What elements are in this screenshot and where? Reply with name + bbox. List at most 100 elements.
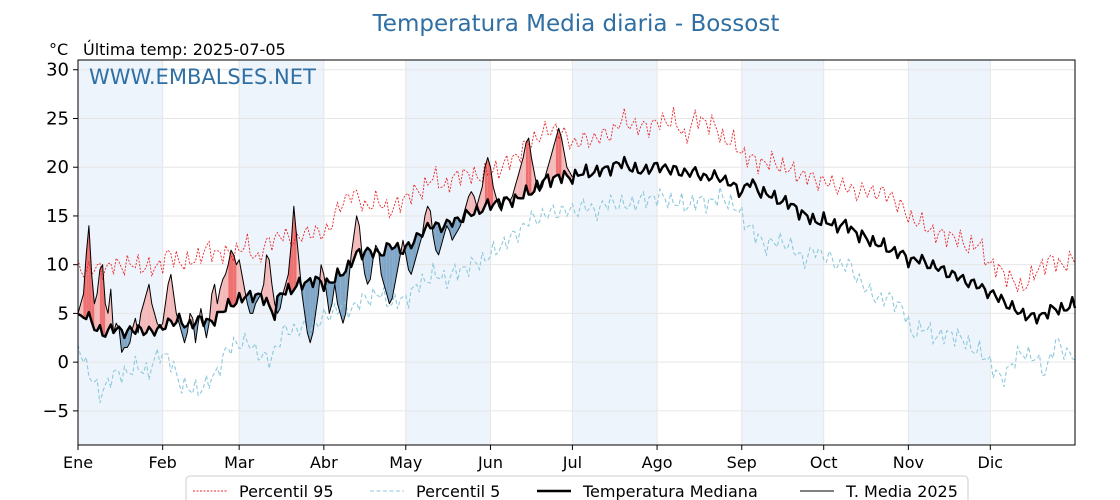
month-band <box>239 60 324 445</box>
y-tick-label: 20 <box>46 157 69 178</box>
anomaly-fill-below <box>433 222 436 251</box>
x-tick-label: Dic <box>978 453 1004 472</box>
anomaly-fill-above <box>523 142 526 199</box>
y-tick-label: 10 <box>46 255 69 276</box>
y-tick-label: 25 <box>46 108 69 129</box>
anomaly-fill-above <box>531 157 535 195</box>
anomaly-fill-above <box>553 137 557 178</box>
anomaly-fill-below <box>255 293 259 304</box>
anomaly-fill-above <box>471 191 475 216</box>
anomaly-fill-above <box>484 157 488 206</box>
anomaly-fill-above <box>479 186 483 214</box>
x-tick-label: Jun <box>477 453 503 472</box>
anomaly-fill-above <box>528 137 532 195</box>
plot-area: WWW.EMBALSES.NET <box>77 59 1077 446</box>
month-band <box>78 60 163 445</box>
month-bands <box>78 60 991 445</box>
anomaly-fill-above <box>233 254 237 307</box>
series-line-mediana <box>77 155 1077 340</box>
anomaly-fill-below <box>184 325 188 343</box>
y-axis: −5 0 5 10 15 20 25 30 <box>42 60 78 422</box>
month-band <box>908 60 991 445</box>
y-tick-label: −5 <box>42 401 69 422</box>
plot-frame <box>77 59 1076 446</box>
series-lines <box>77 107 1077 404</box>
legend-label-current: T. Media 2025 <box>845 482 958 500</box>
anomaly-fill-below <box>247 291 251 314</box>
anomaly-fill-above <box>230 250 234 307</box>
series-line-percentil-95 <box>77 107 1076 293</box>
anomaly-fill-below <box>304 280 308 333</box>
anomaly-fill-above <box>493 186 496 205</box>
y-tick-label: 15 <box>46 206 69 227</box>
x-tick-label: Abr <box>310 453 338 472</box>
series-line-percentil-5 <box>77 187 1076 404</box>
anomaly-fill-above <box>353 215 357 260</box>
anomaly-fill-above <box>165 284 169 329</box>
anomaly-fill-below <box>389 244 393 304</box>
anomaly-fill-below <box>416 233 420 255</box>
anomaly-fill-below <box>386 243 390 304</box>
legend: Percentil 95 Percentil 5 Temperatura Media… <box>185 475 969 500</box>
anomaly-fill-below <box>312 276 316 333</box>
anomaly-fill-above <box>482 167 485 212</box>
x-tick-label: Oct <box>810 453 838 472</box>
anomaly-fill-above <box>168 274 171 321</box>
anomaly-fill-above <box>490 167 494 210</box>
anomaly-fill-above <box>293 206 297 291</box>
legend-label-p5: Percentil 5 <box>416 482 500 500</box>
anomaly-fill-above <box>146 284 150 333</box>
anomaly-fill-above <box>515 176 518 199</box>
anomaly-fill-above <box>80 293 84 318</box>
y-tick-label: 0 <box>58 352 69 373</box>
anomaly-fill-above <box>291 206 294 295</box>
anomaly-fill-below <box>367 247 371 285</box>
anomaly-fill-above <box>296 235 300 286</box>
anomaly-fill-above <box>94 293 98 331</box>
anomaly-fill-above <box>556 128 559 176</box>
anomaly-fill-above <box>239 259 242 303</box>
anomaly-fill-above <box>468 191 472 216</box>
anomaly-fill-above <box>222 274 226 312</box>
anomaly-fill-above <box>241 274 245 303</box>
anomaly-fill-above <box>88 225 92 322</box>
anomaly-fill-above <box>558 128 562 184</box>
chart-title: Temperatura Media diaria - Bossost <box>372 11 780 37</box>
anomaly-fill-below <box>310 278 313 343</box>
anomaly-fill-below <box>326 278 330 314</box>
legend-label-p95: Percentil 95 <box>239 482 334 500</box>
anomaly-fill-above <box>211 284 215 326</box>
anomaly-fill-below <box>307 278 311 343</box>
anomaly-fill-below <box>340 275 343 324</box>
unit-label: °C <box>49 40 68 59</box>
anomaly-fill-above <box>97 269 100 331</box>
month-band <box>741 60 824 445</box>
last-temp-label: Última temp: 2025-07-05 <box>83 40 286 59</box>
x-axis: Ene Feb Mar Abr May Jun Jul Ago Sep Oct Nov Dic <box>63 445 1003 472</box>
anomaly-fill-above <box>149 284 152 331</box>
anomaly-fill-above <box>91 274 95 330</box>
anomaly-fill-above <box>102 264 106 337</box>
anomaly-fill-below <box>408 242 412 275</box>
x-tick-label: Mar <box>224 453 255 472</box>
anomaly-fill-below <box>342 271 346 324</box>
legend-box <box>185 475 969 500</box>
watermark: WWW.EMBALSES.NET <box>89 65 316 89</box>
x-tick-label: Nov <box>893 453 924 472</box>
x-tick-label: Sep <box>727 453 757 472</box>
month-band <box>572 60 658 445</box>
anomaly-fill-below <box>381 255 384 285</box>
anomaly-fill-above <box>99 264 103 336</box>
y-tick-label: 5 <box>58 303 69 324</box>
y-tick-label: 30 <box>46 60 69 81</box>
anomaly-fill-above <box>266 254 270 306</box>
anomaly-fill-below <box>435 222 439 255</box>
anomaly-fill-above <box>228 250 231 306</box>
anomaly-fill-below <box>337 268 341 314</box>
x-tick-label: May <box>389 453 422 472</box>
anomaly-fill-above <box>269 259 272 312</box>
anomaly-fill-below <box>405 242 409 270</box>
anomaly-fill-above <box>525 137 529 195</box>
anomaly-fill-above <box>321 264 324 291</box>
